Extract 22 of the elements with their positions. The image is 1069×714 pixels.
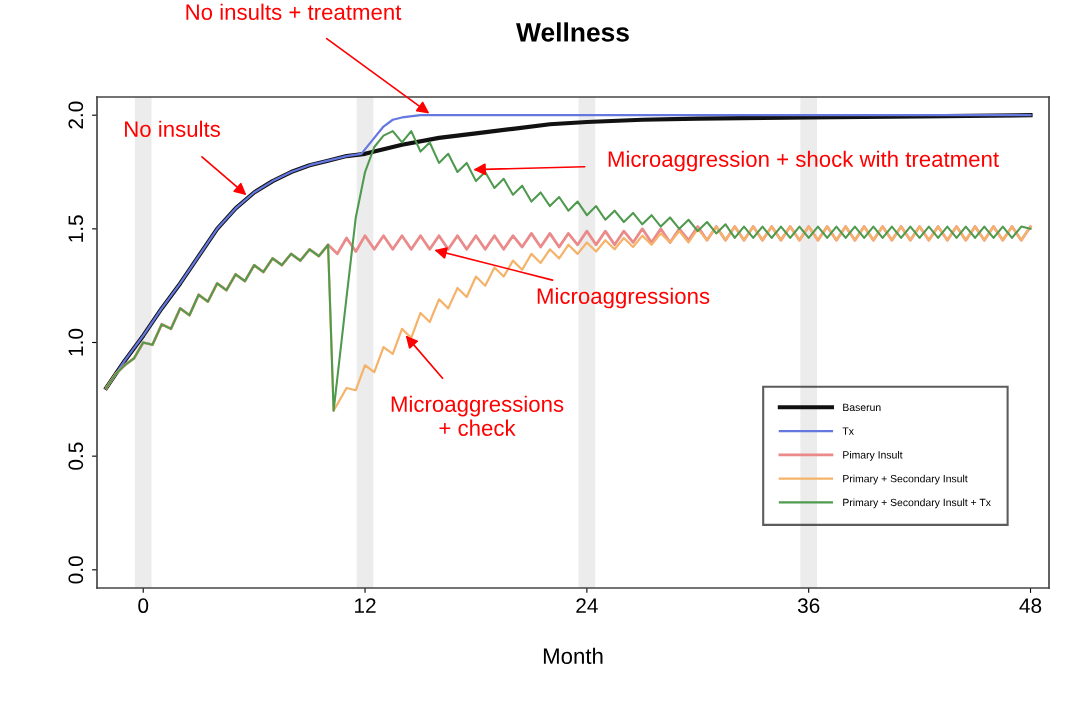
y-tick-label: 1.5	[68, 215, 84, 242]
legend-label: Primary + Secondary Insult	[843, 474, 968, 485]
annotation: No insults	[125, 120, 220, 137]
y-tick-label: 2.0	[68, 101, 84, 129]
x-tick-label: 0	[138, 598, 149, 614]
legend-label: Tx	[842, 427, 854, 435]
x-tick-label: 36	[797, 598, 820, 614]
legend-label: Baserun	[843, 403, 881, 412]
x-tick-label: 24	[576, 598, 598, 613]
legend-label: Primary + Secondary Insult + Tx	[843, 498, 991, 509]
y-tick-label: 1.0	[68, 328, 84, 356]
x-tick-label: 12	[355, 598, 376, 613]
legend-label: Pimary Insult	[843, 450, 903, 461]
annotation: Microaggressions + check	[391, 395, 564, 436]
annotation: Microaggressions	[537, 287, 710, 309]
annotation: Microaggression + shock with treatment	[608, 150, 999, 172]
y-tick-label: 0.5	[68, 442, 84, 470]
chart-title: Wellness	[516, 22, 629, 42]
y-tick-label: 0.0	[68, 556, 84, 584]
annotation: No insults + treatment	[186, 3, 402, 20]
x-axis-title: Month	[543, 647, 603, 665]
x-tick-label: 48	[1019, 598, 1042, 614]
